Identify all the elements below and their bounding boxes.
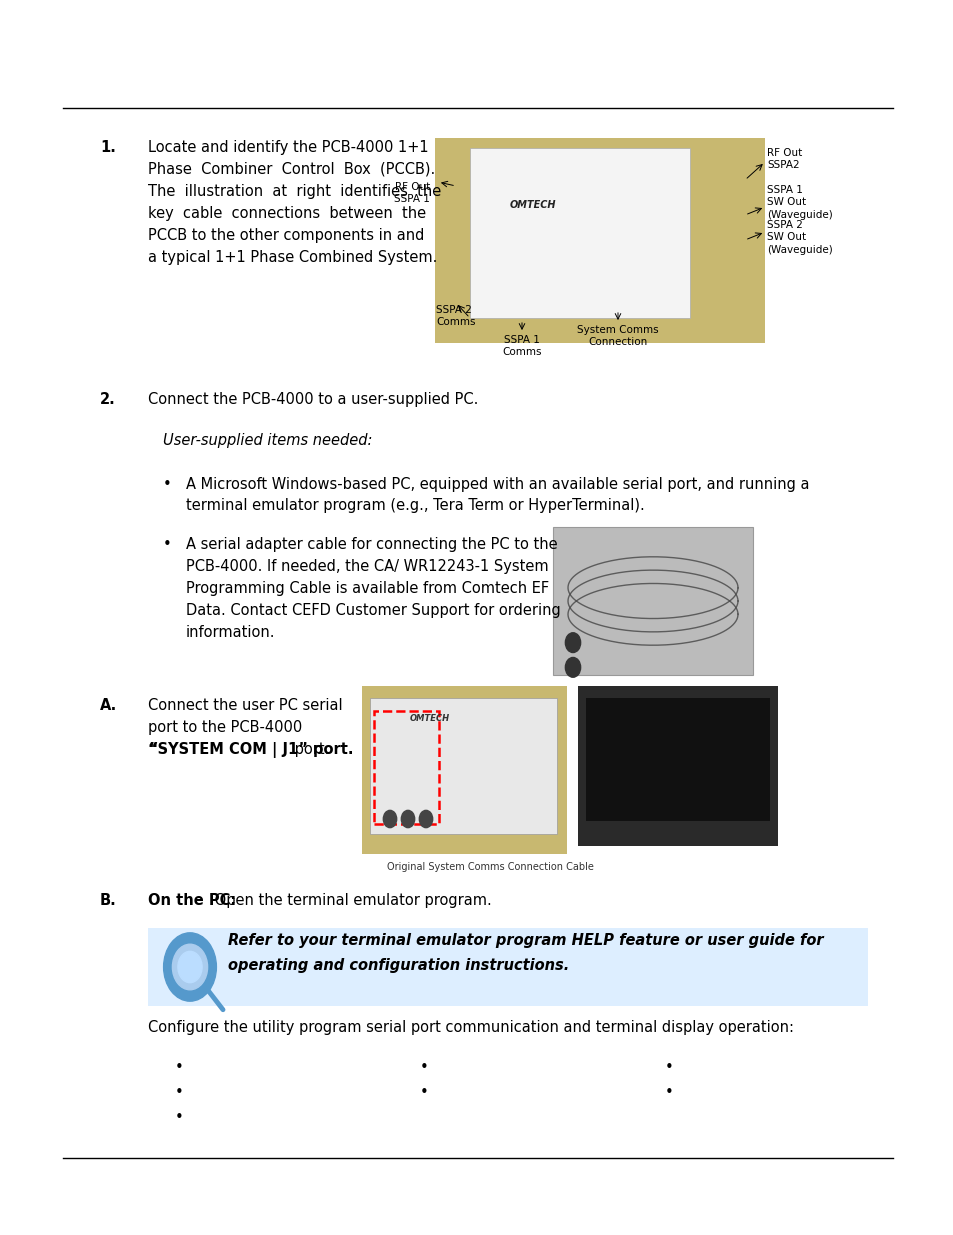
- Circle shape: [163, 932, 216, 1002]
- Circle shape: [383, 810, 396, 827]
- Text: port to the PCB-4000: port to the PCB-4000: [148, 720, 302, 735]
- Text: a typical 1+1 Phase Combined System.: a typical 1+1 Phase Combined System.: [148, 249, 436, 266]
- Text: The  illustration  at  right  identifies  the: The illustration at right identifies the: [148, 184, 441, 199]
- Text: A serial adapter cable for connecting the PC to the: A serial adapter cable for connecting th…: [186, 537, 558, 552]
- FancyBboxPatch shape: [578, 685, 778, 846]
- Text: •: •: [419, 1060, 428, 1074]
- Text: port.: port.: [290, 742, 329, 757]
- FancyBboxPatch shape: [585, 698, 769, 821]
- Text: Locate and identify the PCB-4000 1+1: Locate and identify the PCB-4000 1+1: [148, 140, 428, 156]
- Text: “SYSTEM COM | J1” port.: “SYSTEM COM | J1” port.: [148, 742, 354, 758]
- Circle shape: [401, 810, 415, 827]
- Circle shape: [419, 810, 433, 827]
- Text: 2.: 2.: [100, 391, 115, 408]
- Text: System Comms
Connection: System Comms Connection: [577, 325, 659, 347]
- Circle shape: [177, 951, 202, 983]
- FancyBboxPatch shape: [148, 927, 867, 1007]
- Text: PCB-4000. If needed, the CA/ WR12243-1 System: PCB-4000. If needed, the CA/ WR12243-1 S…: [186, 559, 548, 574]
- FancyBboxPatch shape: [370, 698, 557, 834]
- FancyBboxPatch shape: [361, 685, 566, 853]
- Circle shape: [172, 945, 208, 989]
- Text: SSPA 2
Comms: SSPA 2 Comms: [436, 305, 475, 327]
- FancyBboxPatch shape: [470, 148, 689, 317]
- Text: A.: A.: [100, 698, 117, 713]
- Text: Open the terminal emulator program.: Open the terminal emulator program.: [210, 893, 491, 908]
- Text: SSPA 1
SW Out
(Waveguide): SSPA 1 SW Out (Waveguide): [766, 185, 832, 220]
- Text: SSPA 2
SW Out
(Waveguide): SSPA 2 SW Out (Waveguide): [766, 220, 832, 254]
- Text: terminal emulator program (e.g., Tera Term or HyperTerminal).: terminal emulator program (e.g., Tera Te…: [186, 498, 644, 513]
- Text: Refer to your terminal emulator program HELP feature or user guide for: Refer to your terminal emulator program …: [228, 932, 822, 948]
- FancyBboxPatch shape: [553, 527, 752, 676]
- Text: •: •: [419, 1086, 428, 1100]
- Text: Connect the user PC serial: Connect the user PC serial: [148, 698, 342, 713]
- Text: •: •: [174, 1086, 184, 1100]
- Text: Data. Contact CEFD Customer Support for ordering: Data. Contact CEFD Customer Support for …: [186, 603, 560, 618]
- Bar: [374, 711, 438, 824]
- Text: User-supplied items needed:: User-supplied items needed:: [163, 433, 372, 448]
- FancyBboxPatch shape: [435, 138, 764, 343]
- Text: •: •: [174, 1110, 184, 1125]
- Text: A Microsoft Windows-based PC, equipped with an available serial port, and runnin: A Microsoft Windows-based PC, equipped w…: [186, 477, 809, 492]
- Text: •: •: [664, 1086, 673, 1100]
- Text: Original System Comms Connection Cable: Original System Comms Connection Cable: [386, 862, 593, 872]
- Text: “: “: [148, 742, 157, 757]
- Circle shape: [565, 632, 580, 652]
- Text: Connect the PCB-4000 to a user-supplied PC.: Connect the PCB-4000 to a user-supplied …: [148, 391, 477, 408]
- Text: •: •: [174, 1060, 184, 1074]
- Text: Configure the utility program serial port communication and terminal display ope: Configure the utility program serial por…: [148, 1020, 793, 1035]
- Text: RF Out
SSPA 1: RF Out SSPA 1: [394, 182, 430, 205]
- Text: OMTECH: OMTECH: [410, 714, 450, 722]
- Text: OMTECH: OMTECH: [510, 200, 556, 210]
- Text: B.: B.: [100, 893, 116, 908]
- Text: On the PC:: On the PC:: [148, 893, 236, 908]
- Text: •: •: [664, 1060, 673, 1074]
- Text: Phase  Combiner  Control  Box  (PCCB).: Phase Combiner Control Box (PCCB).: [148, 162, 435, 177]
- Text: operating and configuration instructions.: operating and configuration instructions…: [228, 958, 569, 973]
- Text: information.: information.: [186, 625, 275, 640]
- Text: •: •: [163, 537, 172, 552]
- Text: PCCB to the other components in and: PCCB to the other components in and: [148, 228, 424, 243]
- Text: •: •: [163, 477, 172, 492]
- Text: key  cable  connections  between  the: key cable connections between the: [148, 206, 426, 221]
- Text: RF Out
SSPA2: RF Out SSPA2: [766, 148, 801, 170]
- Circle shape: [565, 657, 580, 677]
- Text: 1.: 1.: [100, 140, 115, 156]
- Text: Programming Cable is available from Comtech EF: Programming Cable is available from Comt…: [186, 580, 549, 597]
- Text: SSPA 1
Comms: SSPA 1 Comms: [501, 335, 541, 357]
